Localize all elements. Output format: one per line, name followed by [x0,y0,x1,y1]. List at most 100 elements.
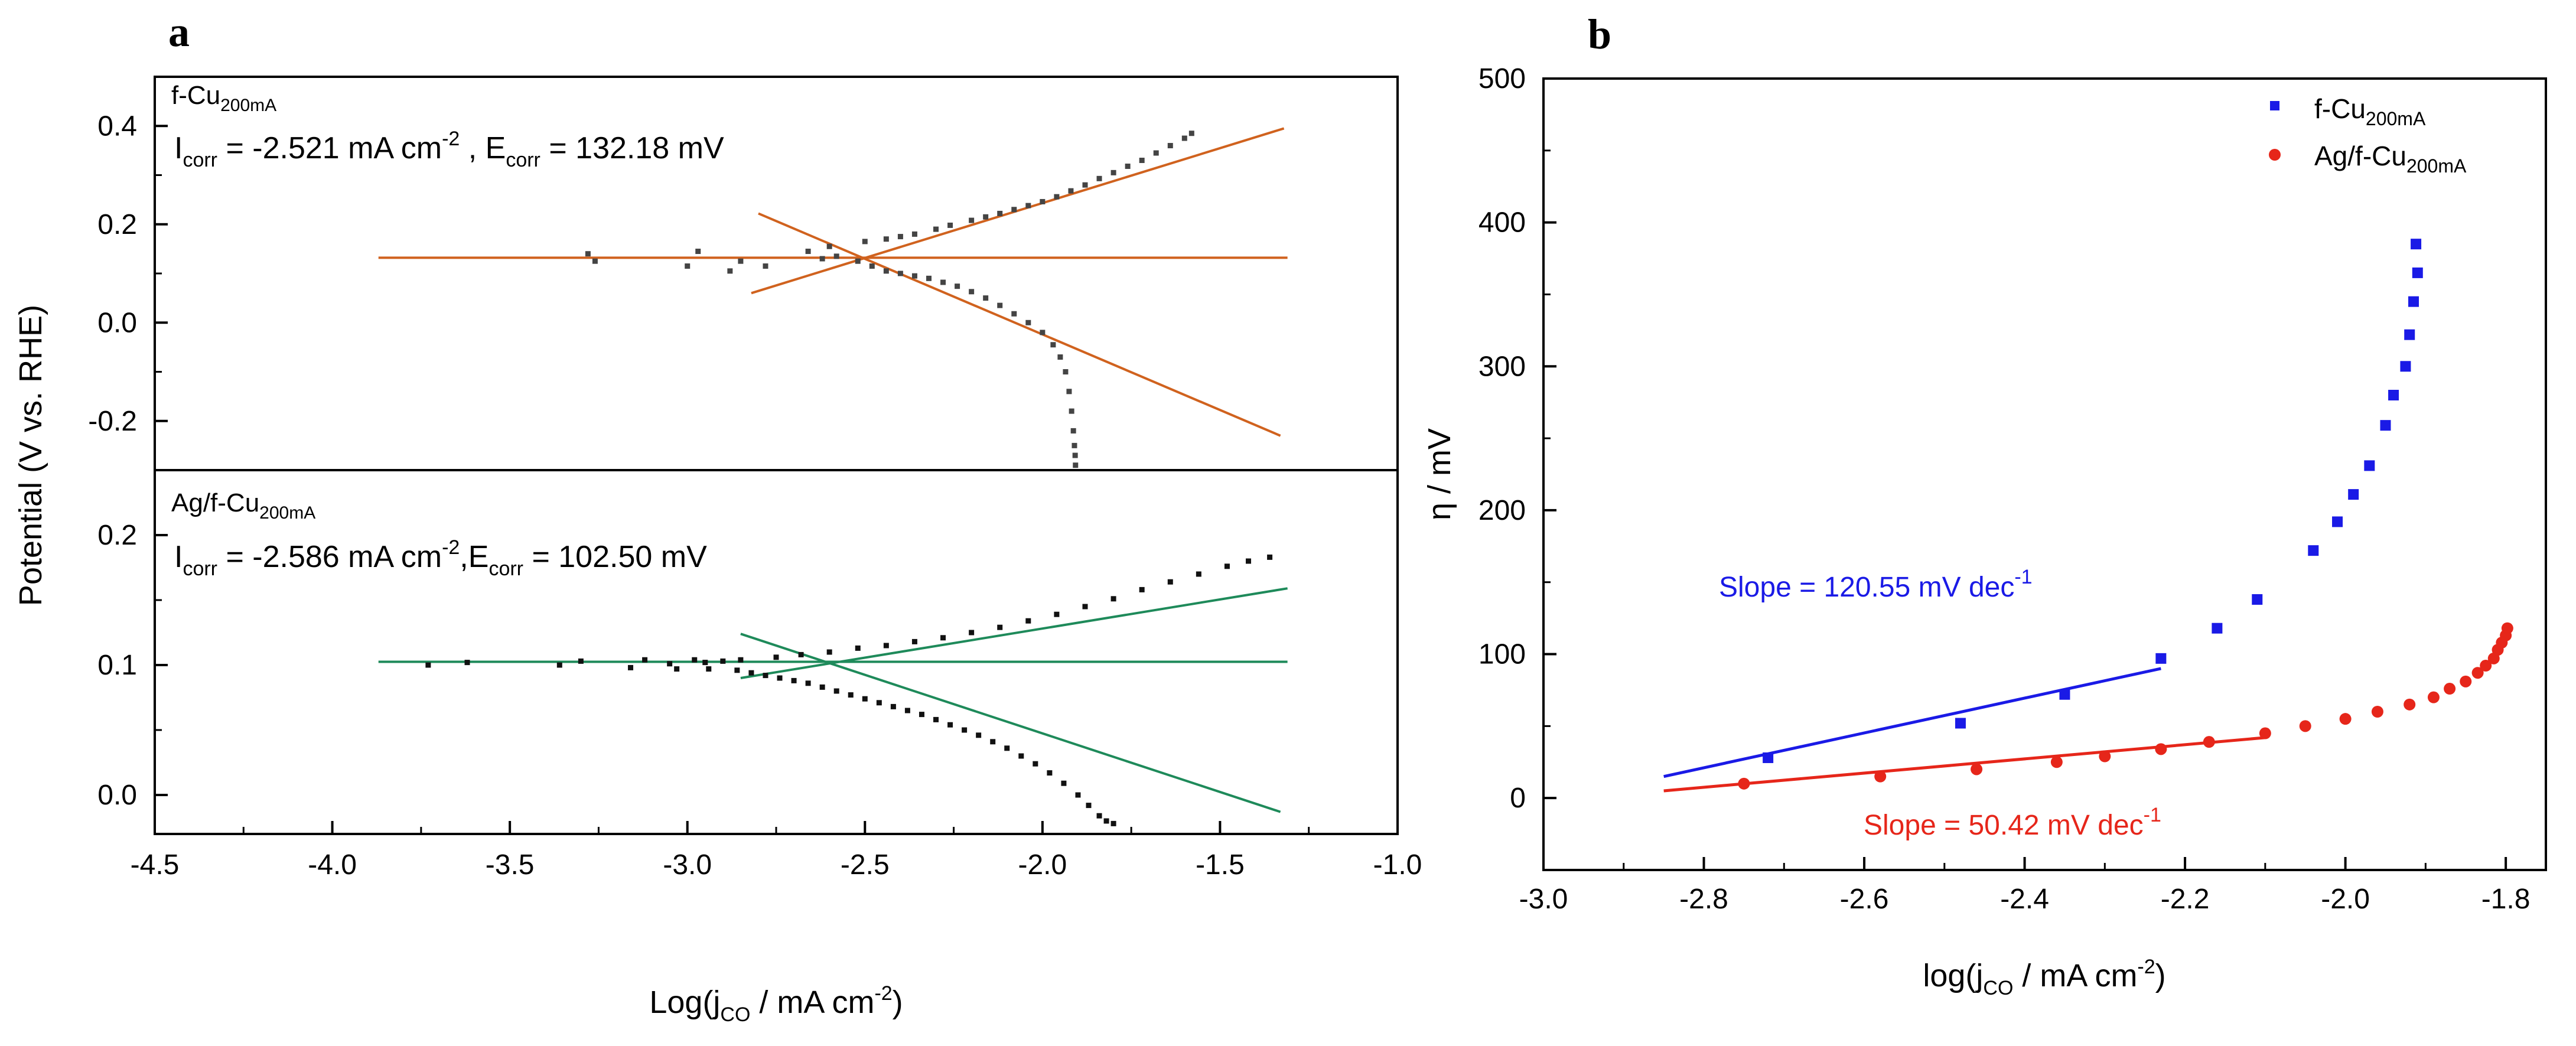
panel-a-bottom-annotation: Icorr = -2.586 mA cm-2,Ecorr = 102.50 mV [174,536,707,580]
data-point-b-f-cu [2308,545,2319,556]
xtick-label-b: -2.4 [2000,884,2049,915]
xtick-label-b: -1.8 [2481,884,2531,915]
data-point-a-top [695,249,701,255]
fit-line-a-top-2 [758,212,1281,437]
ytick-label-b: 400 [1478,207,1526,239]
panel-b: η / mV log(jCO / mA cm-2) Slope = 120.55… [1422,63,2547,999]
data-point-a-top [897,271,903,276]
data-point-a-top [685,263,691,269]
xtick-label-a: -3.5 [486,849,535,881]
fit-line-a-bottom-2 [740,633,1281,813]
data-point-a-top [1066,389,1072,395]
data-point-b-ag-f-cu [2404,698,2416,711]
panel-a-xlabel-p1: CO [720,1003,750,1026]
data-point-a-bottom [1096,813,1102,819]
panel-b-plot: -3.0 -2.8 -2.6 -2.4 -2.2 -2.0 -1.8 0 100 200 300 40… [1478,63,2531,915]
ytick-label-a-top: 0.4 [97,110,137,142]
data-point-a-top [940,279,946,285]
data-point-a-top [1011,311,1017,317]
xtick-label-b: -2.8 [1679,884,1728,915]
slope-blue-main: Slope = 120.55 mV dec [1719,572,2014,603]
data-point-a-bottom [904,708,910,713]
xtick-label-b: -2.0 [2321,884,2370,915]
panel-a-xaxis: -4.5 -4.0 -3.5 -3.0 -2.5 -2.0 -1.5 -1.0 [131,821,1422,881]
data-point-a-bottom [734,667,740,673]
panel-a-bottom-sample-sub: 200mA [259,503,315,523]
data-point-a-top [997,302,1003,308]
data-point-a-bottom [706,666,712,672]
data-point-a-bottom [692,657,698,663]
ytick-label-a-bottom: 0.1 [97,650,137,681]
data-point-a-top [1167,143,1173,149]
data-point-a-bottom [1061,780,1067,786]
data-point-a-top [983,214,989,220]
panel-b-xlabel-p0: log(j [1923,958,1983,993]
data-point-b-ag-f-cu [2099,750,2111,762]
xtick-label-a: -2.0 [1018,849,1067,881]
data-point-a-top [969,217,975,223]
data-point-b-f-cu [1763,752,1774,763]
data-point-a-top [947,222,953,228]
data-point-a-bottom [933,716,939,722]
data-point-a-bottom [738,657,744,663]
fit-line-b-f-cu [1663,667,2161,778]
data-point-b-f-cu [1955,718,1966,729]
data-point-a-top [819,256,825,262]
legend-ag-main: Ag/f-Cu [2314,141,2406,171]
panel-a-top-annotation: Icorr = -2.521 mA cm-2 , Ecorr = 132.18 … [174,128,724,171]
ytick-label-b: 300 [1478,351,1526,382]
data-point-b-ag-f-cu [2460,675,2472,687]
data-point-b-ag-f-cu [2299,720,2311,732]
annot-a-bot-p1: corr [183,558,217,580]
data-point-b-ag-f-cu [1971,763,1983,775]
data-point-a-bottom [1196,571,1201,577]
data-point-a-bottom [911,638,917,644]
data-point-a-top [833,253,839,259]
legend-marker-ag-f-cu [2269,149,2281,161]
data-point-b-f-cu [2212,623,2223,634]
data-point-b-ag-f-cu [2427,691,2440,703]
data-point-a-top [911,231,917,237]
data-point-a-bottom [962,727,968,733]
data-point-b-f-cu [2400,361,2411,372]
panel-b-xlabel-p4: ) [2155,958,2166,993]
panel-a-bottom-sample-label: Ag/f-Cu200mA [171,488,315,523]
data-point-a-top [969,289,975,295]
data-point-a-top [955,284,960,289]
data-point-a-bottom [642,657,648,663]
data-point-b-ag-f-cu [2155,743,2167,755]
legend-ag-sub: 200mA [2406,155,2467,177]
ytick-label-b: 200 [1478,495,1526,526]
xtick-label-a: -2.5 [841,849,890,881]
slope-red-sup: -1 [2144,804,2161,826]
panel-a-top-sample-sub: 200mA [220,96,276,115]
data-point-a-bottom [997,624,1003,630]
data-point-a-bottom [702,660,708,666]
data-point-a-top [1040,330,1046,335]
ytick-label-a-top: -0.2 [88,406,137,437]
data-point-a-top [738,258,744,264]
data-point-b-f-cu [2332,516,2343,527]
data-point-a-top [997,210,1003,216]
data-point-b-ag-f-cu [2259,727,2271,739]
fit-line-a-top-1 [751,127,1285,295]
data-point-a-top [826,243,832,249]
legend-f-cu-main: f-Cu [2314,93,2366,124]
data-point-b-ag-f-cu [2480,660,2492,672]
data-point-a-bottom [855,645,861,651]
data-point-a-top [1082,182,1088,188]
annot-a-top-p0: I [174,131,183,165]
xtick-label-b: -3.0 [1519,884,1568,915]
data-point-a-bottom [578,658,584,664]
data-point-a-bottom [833,688,839,694]
panel-b-slope-red-label: Slope = 50.42 mV dec-1 [1864,804,2161,841]
data-point-a-bottom [990,739,996,745]
plot-area-a-bottom [378,554,1288,826]
panel-b-frame [1542,77,2547,871]
data-point-a-top [897,234,903,240]
data-point-a-top [1068,188,1074,194]
data-point-a-bottom [1025,618,1031,624]
panel-b-xlabel-p1: CO [1983,977,2013,999]
data-point-a-top [585,251,591,257]
